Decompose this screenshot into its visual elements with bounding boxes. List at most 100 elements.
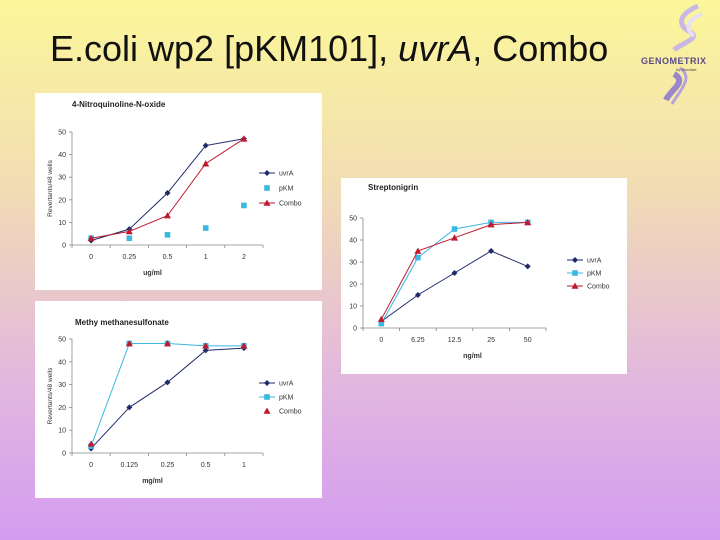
data-point-combo (164, 212, 171, 219)
x-axis-label: ug/ml (143, 270, 162, 277)
data-point-uvra (488, 248, 495, 254)
legend-label-combo: Combo (279, 201, 302, 208)
data-point-combo (524, 218, 532, 226)
y-tick-label: 0 (62, 451, 66, 458)
title-text-1: E.coli wp2 [pKM101], (50, 28, 399, 69)
x-tick-label: 0.5 (163, 254, 173, 261)
chart-panel-4nqo: 4-Nitroquinoline-N-oxide 0 10 20 30 40 50 0 0.25… (35, 93, 322, 290)
x-tick-label: 0.25 (161, 462, 175, 469)
legend-marker-uvra (264, 170, 270, 176)
y-axis-label: Revertants/48 wells (47, 159, 54, 216)
y-tick-label: 50 (58, 337, 66, 344)
data-point-pkm (415, 254, 421, 261)
legend-marker-combo (263, 407, 271, 414)
chart-svg: Streptonigrin 0 10 20 30 40 50 0 6.25 12.5 25 50 ng/… (349, 183, 610, 360)
y-tick-label: 30 (58, 175, 66, 182)
y-tick-label: 40 (58, 359, 66, 366)
legend-label-uvra: uvrA (279, 381, 294, 388)
data-point-combo (164, 340, 171, 347)
chart-svg: 4-Nitroquinoline-N-oxide 0 10 20 30 40 50 0 0.25… (47, 100, 302, 277)
x-tick-label: 50 (524, 337, 532, 344)
y-tick-label: 40 (349, 238, 357, 245)
y-tick-label: 30 (349, 260, 357, 267)
genometrix-logo-icon (663, 3, 703, 105)
y-tick-label: 50 (58, 130, 66, 137)
legend-label-pkm: pKM (279, 395, 294, 402)
x-tick-label: 0.125 (121, 462, 139, 469)
legend-marker-uvra (264, 380, 270, 386)
y-tick-label: 30 (58, 382, 66, 389)
data-point-pkm (202, 225, 209, 231)
data-point-combo (87, 234, 95, 242)
data-point-uvra (126, 404, 133, 411)
data-point-combo (125, 340, 133, 347)
legend-marker-pkm (264, 394, 270, 400)
chart-panel-mms: Methy methanesulfonate 0 10 20 30 40 50 0 0.125 0… (35, 301, 322, 498)
data-point-combo (240, 342, 248, 349)
data-point-pkm (241, 202, 247, 209)
y-tick-label: 10 (349, 304, 357, 311)
chart-panel-streptonigrin: Streptonigrin 0 10 20 30 40 50 0 6.25 12.5 25 50 ng/… (341, 178, 627, 374)
legend-marker-combo (571, 282, 579, 289)
legend-label-combo: Combo (587, 284, 610, 291)
slide-title: E.coli wp2 [pKM101], uvrA, Combo (50, 28, 608, 70)
data-point-combo (87, 440, 95, 447)
data-point-uvra (451, 270, 458, 276)
data-point-combo (125, 227, 133, 235)
legend-label-uvra: uvrA (279, 171, 294, 178)
series-line-pkm (90, 343, 244, 447)
x-tick-label: 6.25 (411, 337, 425, 344)
series-line-combo (91, 138, 245, 239)
data-point-combo (240, 135, 248, 142)
y-tick-label: 20 (349, 282, 357, 289)
x-tick-label: 0 (89, 462, 93, 469)
y-tick-label: 50 (349, 216, 357, 223)
data-point-combo (202, 160, 210, 167)
y-tick-label: 20 (58, 197, 66, 204)
data-point-uvra (164, 190, 171, 197)
y-tick-label: 0 (353, 326, 357, 333)
x-tick-label: 0 (379, 337, 383, 344)
x-tick-label: 12.5 (448, 337, 462, 344)
y-tick-label: 40 (58, 152, 66, 159)
data-point-uvra (164, 379, 171, 386)
legend-marker-combo (263, 199, 271, 206)
series-line-uvra (381, 250, 528, 322)
x-tick-label: 2 (242, 254, 246, 261)
logo-subtext: by Stoddart (676, 67, 697, 72)
legend-label-pkm: pKM (279, 186, 294, 193)
x-tick-label: 0.25 (122, 254, 136, 261)
data-point-combo (451, 234, 458, 241)
data-point-pkm (126, 235, 133, 242)
chart-title: 4-Nitroquinoline-N-oxide (72, 100, 166, 109)
series-line-uvra (90, 347, 244, 449)
data-point-combo (202, 342, 210, 349)
chart-title: Methy methanesulfonate (75, 318, 169, 327)
legend-label-uvra: uvrA (587, 258, 602, 265)
chart-title: Streptonigrin (368, 183, 418, 192)
data-point-uvra (414, 292, 421, 298)
data-point-uvra (524, 263, 531, 270)
y-tick-label: 10 (58, 428, 66, 435)
data-point-combo (487, 221, 495, 228)
data-point-combo (377, 315, 385, 322)
y-tick-label: 0 (62, 243, 66, 250)
y-tick-label: 10 (58, 220, 66, 227)
logo-text: GENOMETRIX (641, 56, 707, 66)
data-point-uvra (202, 347, 209, 354)
legend-label-pkm: pKM (587, 271, 602, 278)
x-tick-label: 1 (242, 462, 246, 469)
x-tick-label: 0 (89, 254, 93, 261)
y-tick-label: 20 (58, 405, 66, 412)
title-text-uvra: uvrA (398, 28, 473, 69)
data-point-combo (414, 247, 422, 254)
data-point-uvra (202, 142, 209, 149)
legend-marker-uvra (572, 257, 578, 263)
title-text-2: , Combo (472, 28, 609, 69)
data-point-pkm (451, 226, 458, 232)
data-point-pkm (164, 232, 171, 238)
legend-marker-pkm (264, 185, 270, 191)
y-axis-label: Revertants/48 wells (47, 367, 54, 424)
chart-svg: Methy methanesulfonate 0 10 20 30 40 50 0 0.125 0… (47, 318, 302, 485)
data-point-pkm (378, 320, 385, 327)
